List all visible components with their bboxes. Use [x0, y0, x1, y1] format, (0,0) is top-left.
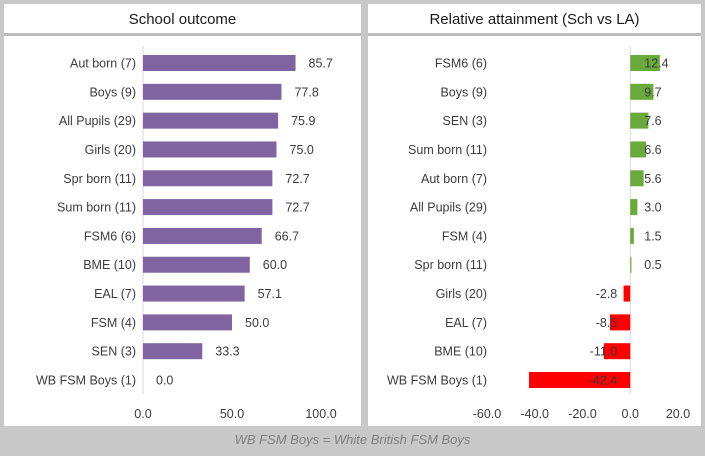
- value-label: 75.0: [290, 143, 314, 157]
- category-label: Sum born (11): [408, 143, 487, 157]
- category-label: EAL (7): [445, 316, 487, 330]
- value-label: 50.0: [245, 316, 269, 330]
- category-label: Girls (20): [436, 287, 487, 301]
- value-label: 3.0: [644, 201, 661, 215]
- category-label: FSM6 (6): [435, 57, 487, 71]
- school-outcome-chart: Aut born (7) 85.7 Boys (9) 77.8 All Pupils (…: [36, 46, 337, 421]
- value-label: 60.0: [263, 258, 287, 272]
- value-label: 0.0: [156, 374, 173, 388]
- value-label: 6.6: [644, 143, 661, 157]
- x-tick-label: 0.0: [622, 407, 639, 421]
- x-tick-label: -60.0: [473, 407, 502, 421]
- school-outcome-title: School outcome: [4, 4, 361, 36]
- value-label: 72.7: [285, 172, 309, 186]
- value-label: 85.7: [309, 57, 333, 71]
- bar: [630, 227, 634, 244]
- value-label: 77.8: [294, 85, 318, 99]
- bar: [143, 227, 262, 244]
- category-label: Girls (20): [85, 143, 136, 157]
- value-label: 7.6: [644, 114, 661, 128]
- x-tick-label: -40.0: [521, 407, 550, 421]
- category-label: BME (10): [434, 345, 487, 359]
- value-label: -11.0: [590, 345, 618, 359]
- x-tick-label: 20.0: [666, 407, 690, 421]
- x-tick-label: -20.0: [568, 407, 597, 421]
- category-label: SEN (3): [92, 345, 136, 359]
- school-outcome-panel: School outcome Aut born (7) 85.7 Boys (9) 7…: [4, 4, 361, 426]
- bar: [630, 83, 654, 100]
- value-label: -42.4: [589, 374, 618, 388]
- bar: [143, 112, 279, 129]
- category-label: Aut born (7): [70, 57, 136, 71]
- category-label: EAL (7): [94, 287, 136, 301]
- bar: [143, 314, 232, 331]
- value-label: 72.7: [285, 201, 309, 215]
- relative-attainment-chart: FSM6 (6) 12.4 Boys (9) 9.7 SEN (3) 7.6 Sum bor…: [387, 46, 690, 421]
- bar: [623, 285, 631, 302]
- bar: [143, 141, 277, 158]
- category-label: FSM (4): [91, 316, 136, 330]
- value-label: -2.8: [596, 287, 618, 301]
- bar: [630, 256, 632, 273]
- bar: [143, 256, 250, 273]
- category-label: All Pupils (29): [59, 114, 136, 128]
- category-label: WB FSM Boys (1): [36, 374, 136, 388]
- category-label: Boys (9): [89, 85, 136, 99]
- value-label: 12.4: [644, 57, 668, 71]
- category-label: Sum born (11): [57, 201, 136, 215]
- relative-attainment-title: Relative attainment (Sch vs LA): [368, 4, 701, 36]
- category-label: Spr born (11): [63, 172, 136, 186]
- category-label: Boys (9): [440, 85, 487, 99]
- value-label: 66.7: [275, 229, 299, 243]
- bar: [630, 199, 638, 216]
- category-label: Spr born (11): [414, 258, 487, 272]
- bar: [630, 141, 647, 158]
- bar: [143, 343, 203, 360]
- bar: [143, 199, 273, 216]
- value-label: 33.3: [215, 345, 239, 359]
- value-label: 1.5: [644, 229, 661, 243]
- bar: [603, 343, 631, 360]
- value-label: 57.1: [258, 287, 282, 301]
- x-tick-label: 50.0: [220, 407, 244, 421]
- footnote: WB FSM Boys = White British FSM Boys: [234, 432, 471, 447]
- bar: [143, 55, 296, 71]
- category-label: SEN (3): [443, 114, 487, 128]
- value-label: 9.7: [644, 85, 661, 99]
- bar: [630, 112, 649, 129]
- category-label: All Pupils (29): [410, 201, 487, 215]
- category-label: WB FSM Boys (1): [387, 374, 487, 388]
- bar: [630, 170, 644, 187]
- value-label: 0.5: [644, 258, 661, 272]
- bar: [143, 285, 245, 302]
- bar: [143, 170, 273, 187]
- value-label: 75.9: [291, 114, 315, 128]
- category-label: BME (10): [83, 258, 136, 272]
- bar: [529, 372, 631, 389]
- bar: [609, 314, 631, 331]
- category-label: Aut born (7): [421, 172, 487, 186]
- category-label: FSM6 (6): [84, 229, 136, 243]
- value-label: -8.5: [596, 316, 618, 330]
- relative-attainment-panel: Relative attainment (Sch vs LA) FSM6 (6)…: [368, 4, 701, 426]
- value-label: 5.6: [644, 172, 661, 186]
- x-tick-label: 0.0: [134, 407, 151, 421]
- x-tick-label: 100.0: [305, 407, 336, 421]
- bar: [143, 83, 282, 100]
- category-label: FSM (4): [442, 229, 487, 243]
- bar: [630, 55, 660, 71]
